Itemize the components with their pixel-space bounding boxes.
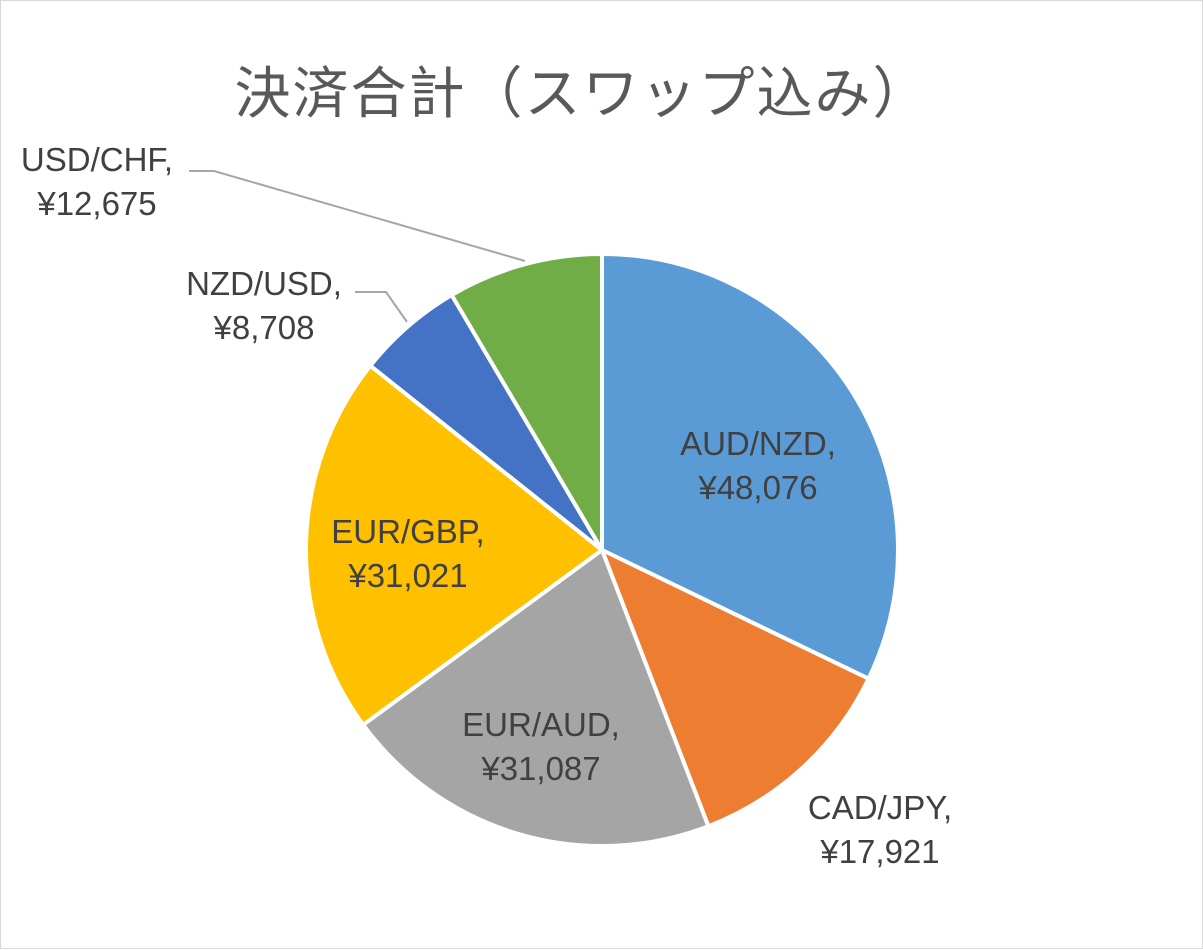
data-label-usd-chf: USD/CHF, ¥12,675 xyxy=(21,141,173,222)
data-label-aud-nzd: AUD/NZD, ¥48,076 xyxy=(680,425,836,506)
data-label-nzd-usd: NZD/USD, ¥8,708 xyxy=(186,265,342,346)
pie-slice-eur-aud xyxy=(361,548,711,848)
data-label-value: ¥31,021 xyxy=(347,557,467,594)
data-label-category: EUR/AUD, xyxy=(462,706,620,743)
data-label-cad-jpy: CAD/JPY, ¥17,921 xyxy=(808,789,952,870)
data-label-category: CAD/JPY, xyxy=(808,789,952,826)
pie-slice-aud-nzd xyxy=(600,252,900,681)
data-label-category: EUR/GBP, xyxy=(331,513,484,550)
data-label-value: ¥12,675 xyxy=(36,185,156,222)
data-label-eur-aud: EUR/AUD, ¥31,087 xyxy=(462,706,620,787)
data-label-value: ¥48,076 xyxy=(697,469,817,506)
pie-slice-cad-jpy xyxy=(600,548,871,829)
data-label-value: ¥17,921 xyxy=(819,833,939,870)
chart-title: 決済合計（スワップ込み） xyxy=(234,62,931,127)
pie-slice-usd-chf xyxy=(449,252,604,552)
pie-slice-eur-gbp xyxy=(304,363,604,727)
data-label-value: ¥31,087 xyxy=(480,750,600,787)
data-label-category: USD/CHF, xyxy=(21,141,173,178)
leader-lines xyxy=(189,170,526,323)
data-label-category: NZD/USD, xyxy=(186,265,342,302)
data-label-value: ¥8,708 xyxy=(213,309,315,346)
pie-slices xyxy=(304,252,900,848)
leader-line-usd-chf xyxy=(189,170,526,262)
data-labels: AUD/NZD, ¥48,076 CAD/JPY, ¥17,921 EUR/AUD, ¥3… xyxy=(21,141,952,870)
leader-line-nzd-usd xyxy=(355,291,408,323)
data-label-eur-gbp: EUR/GBP, ¥31,021 xyxy=(331,513,484,594)
data-label-category: AUD/NZD, xyxy=(680,425,836,462)
